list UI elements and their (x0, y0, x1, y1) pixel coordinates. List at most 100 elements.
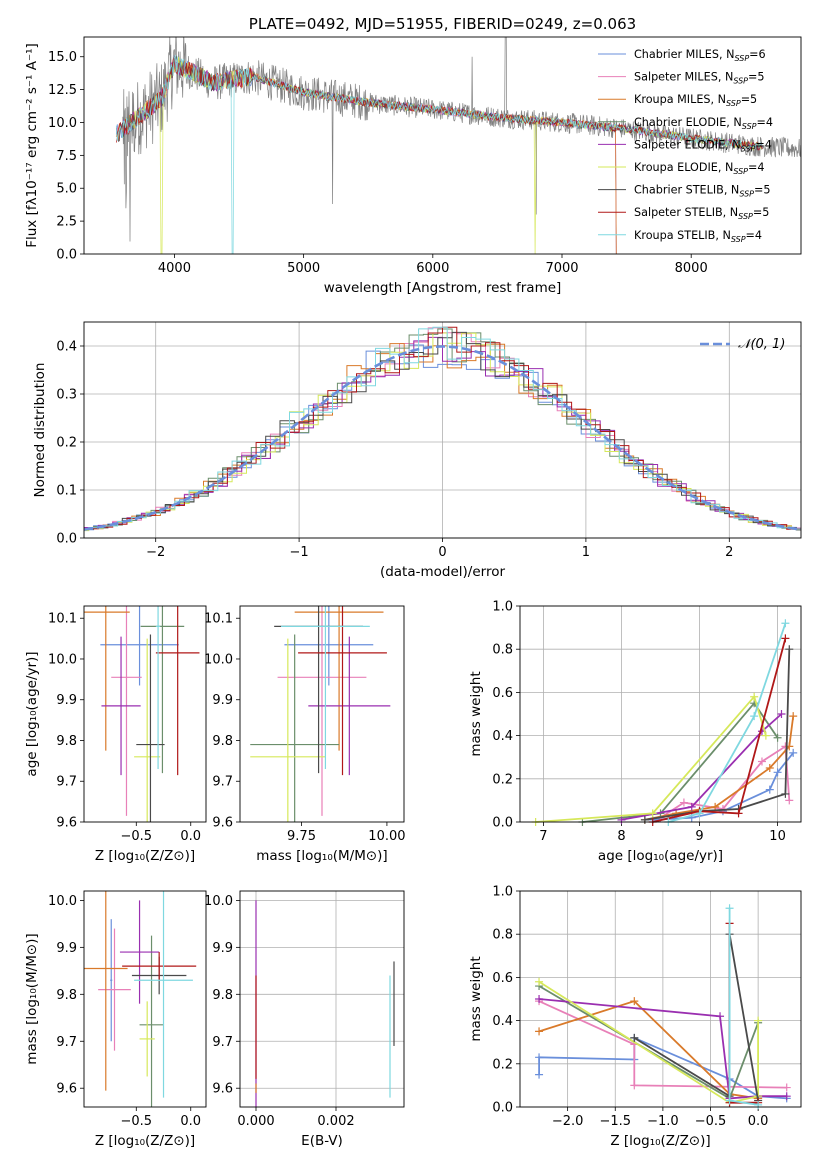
y-tick-label: 9.7 (212, 1035, 233, 1050)
legend-subscript: SSP (733, 77, 748, 86)
weight-marker (782, 1083, 791, 1092)
y-tick-label: 9.8 (212, 734, 233, 749)
y-tick-label: 12.5 (48, 83, 77, 98)
legend-text: =5 (748, 71, 765, 84)
weight-marker (785, 796, 794, 805)
weight-series (644, 716, 795, 821)
mass-vs-ebv-axes: 0.000 0.002 9.6 9.7 9.8 9.9 10.0 E(B-V) (204, 891, 404, 1149)
x-tick-label: −0.5 (120, 829, 152, 844)
y-tick-label: 10.1 (48, 612, 77, 627)
y-tick-label: 9.9 (56, 693, 77, 708)
weight-vs-Z-lines (535, 904, 791, 1109)
weight-marker (535, 1053, 544, 1062)
x-tick-label: 7000 (545, 261, 578, 276)
x-tick-label: −0.5 (120, 1114, 152, 1129)
y-tick-label: 0.4 (492, 1014, 513, 1029)
y-tick-label: 9.8 (56, 988, 77, 1003)
y-tick-label: 2.5 (56, 215, 77, 230)
legend-subscript: SSP (733, 167, 748, 176)
mass-vs-Z-axes: −0.5 0.0 9.6 9.7 9.8 9.9 10.0 Z [log₁₀(Z/Z⊙)] ma… (24, 894, 201, 1149)
residuals-frame (83, 321, 802, 539)
legend-text: Kroupa STELIB, N (634, 229, 731, 242)
legend-text: =4 (748, 161, 765, 174)
legend-text: =6 (749, 48, 766, 61)
age-vs-mass-frame (239, 605, 405, 823)
weight-marker (765, 764, 774, 772)
x-tick-label: 0.0 (180, 829, 201, 844)
weight-marker (725, 1096, 734, 1105)
y-tick-label: 10.1 (204, 612, 233, 627)
y-tick-label: 0.0 (492, 816, 513, 831)
legend-entry: Salpeter MILES, NSSP=5 (634, 71, 765, 86)
gaussian-curve (84, 345, 799, 531)
legend-text: Kroupa ELODIE, N (634, 161, 733, 174)
weight-marker (789, 748, 798, 757)
weight-marker (725, 904, 734, 913)
legend-entry: Salpeter STELIB, NSSP=5 (634, 206, 769, 221)
y-tick-label: 0.8 (492, 643, 513, 658)
weight-marker (761, 731, 770, 740)
y-tick-label: 10.0 (204, 894, 233, 909)
weight-marker (750, 692, 759, 701)
observed-spectrum (122, 37, 801, 242)
weight-marker (781, 789, 790, 798)
legend-text: Salpeter STELIB, N (634, 206, 738, 219)
x-tick-label: −2.0 (552, 1114, 584, 1129)
weight-marker (535, 1070, 544, 1079)
x-tick-label: 0.000 (237, 1114, 274, 1129)
y-tick-label: 9.6 (212, 816, 233, 831)
mass-vs-ebv-frame (239, 890, 405, 1108)
x-axis-label: Z [log₁₀(Z/Z⊙)] (610, 1133, 710, 1149)
x-tick-label: −1.5 (599, 1114, 631, 1129)
legend-entry: Chabrier ELODIE, NSSP=4 (634, 116, 773, 131)
y-tick-label: 0.4 (492, 729, 513, 744)
y-axis-label: mass [log₁₀(M/M⊙)] (24, 933, 40, 1064)
weight-marker (781, 619, 790, 628)
x-tick-label: −0.5 (695, 1114, 727, 1129)
x-tick-label: 2 (725, 545, 733, 560)
spectrum-lines (115, 37, 801, 254)
legend: Chabrier MILES, N SSP =6 Salpeter MILES, NS… (598, 48, 773, 244)
legend-entry: 𝒩(0, 1) (738, 337, 785, 352)
y-tick-label: 9.9 (212, 941, 233, 956)
x-tick-label: 5000 (287, 261, 320, 276)
weight-series (538, 1000, 759, 1100)
weight-marker (789, 712, 798, 721)
weight-marker (679, 798, 688, 807)
y-tick-label: 0.6 (492, 686, 513, 701)
weight-marker (734, 809, 743, 818)
y-tick-label: 10.0 (204, 652, 233, 667)
y-axis-label: Flux [fλ10⁻¹⁷ erg cm⁻² s⁻¹ A⁻¹] (24, 43, 40, 248)
weight-marker (716, 1012, 725, 1021)
y-axis-label: mass weight (468, 671, 484, 756)
weight-marker (754, 1016, 763, 1025)
histograms (84, 326, 801, 532)
x-tick-label: −1 (290, 545, 309, 560)
y-tick-label: 9.7 (56, 1035, 77, 1050)
weight-vs-Z-frame (519, 890, 802, 1108)
y-tick-label: 10.0 (48, 894, 77, 909)
weight-series (538, 980, 759, 1104)
legend-subscript: SSP (739, 190, 754, 199)
x-tick-label: 9 (695, 829, 703, 844)
y-tick-label: 9.7 (56, 775, 77, 790)
weight-marker (782, 1092, 791, 1101)
legend-entry: Salpeter ELODIE, NSSP=4 (634, 138, 772, 153)
weight-marker (765, 785, 774, 794)
weight-series (652, 638, 787, 823)
weight-marker (630, 1033, 639, 1042)
x-tick-label: −1.0 (647, 1114, 679, 1129)
y-tick-label: 15.0 (48, 50, 77, 65)
x-tick-label: 10.00 (368, 829, 405, 844)
y-tick-label: 0.2 (492, 772, 513, 787)
x-axis-label: (data-model)/error (380, 564, 506, 580)
legend-subscript: SSP (726, 99, 741, 108)
x-axis-label: Z [log₁₀(Z/Z⊙)] (95, 848, 195, 864)
y-tick-label: 0.6 (492, 971, 513, 986)
weight-marker (630, 997, 639, 1006)
legend-text: =5 (754, 184, 771, 197)
x-tick-label: 8000 (675, 261, 708, 276)
x-tick-label: 6000 (416, 261, 449, 276)
legend-text: Chabrier MILES, N (634, 48, 734, 61)
x-tick-label: 0.0 (748, 1114, 769, 1129)
